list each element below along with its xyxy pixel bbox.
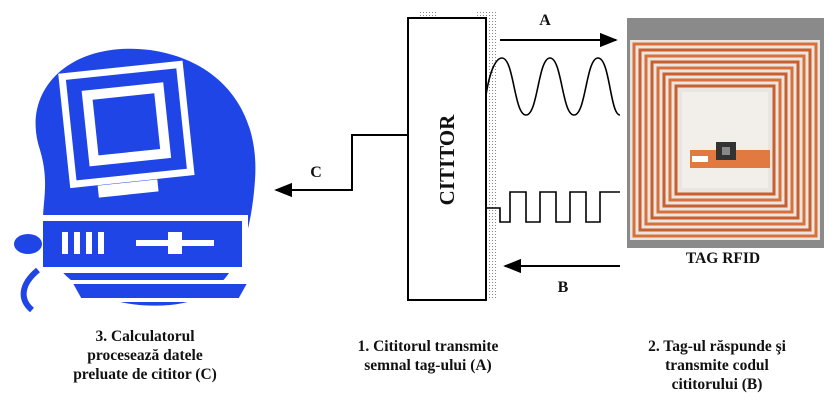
sine-wave (485, 57, 621, 116)
rfid-tag-image (627, 18, 824, 248)
tag-label: TAG RFID (686, 250, 760, 267)
square-wave (486, 191, 620, 223)
reader-label: CITITOR (435, 114, 459, 205)
arrow-c-label: C (310, 164, 322, 181)
arrow-c (274, 134, 408, 198)
caption-reader: 1. Cititorul transmite semnal tag-ului (… (357, 338, 499, 374)
reader-box (407, 17, 487, 301)
computer-icon (14, 48, 256, 313)
caption-tag: 2. Tag-ul răspunde şi transmite codul ci… (648, 338, 786, 393)
arrow-a-label: A (539, 12, 551, 29)
arrow-b-label: B (558, 279, 569, 296)
caption-computer: 3. Calculatorul procesează datele prelua… (73, 328, 217, 383)
